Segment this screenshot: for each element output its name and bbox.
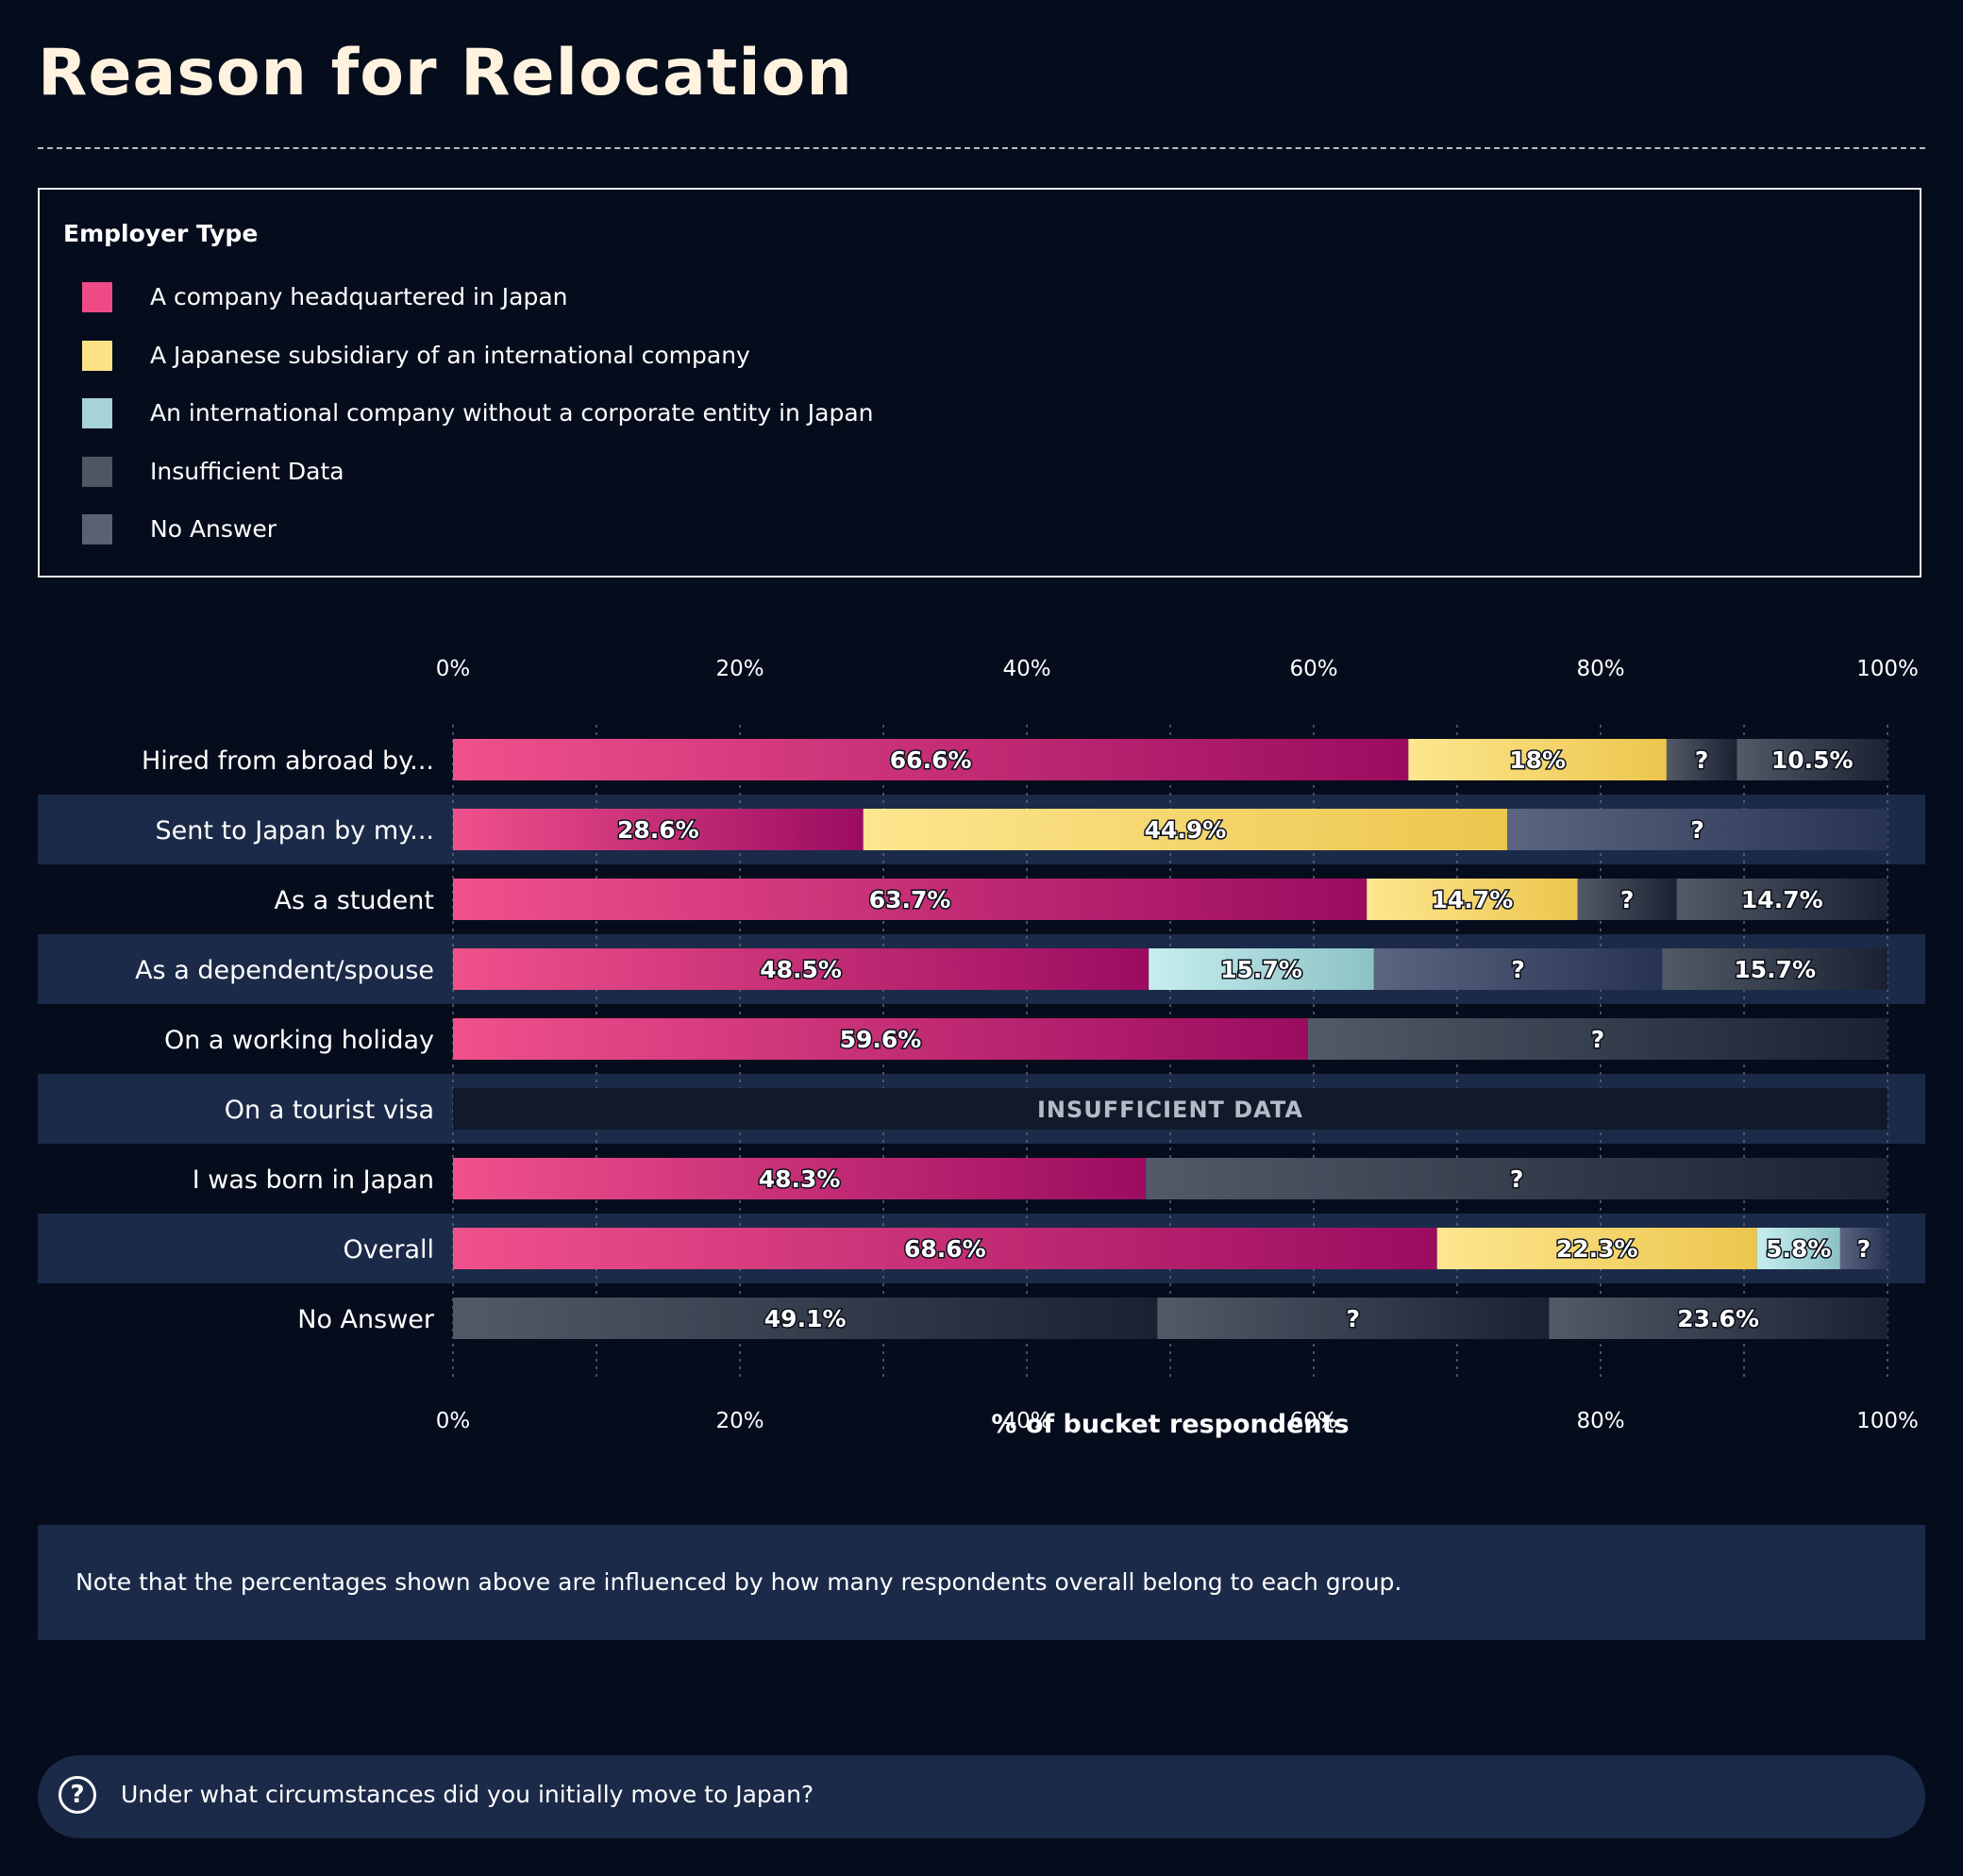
bar-segment-a-company-headquartered-in-japan[interactable] bbox=[453, 948, 1149, 990]
bar-segment-a-japanese-subsidiary-of-an-international-company[interactable] bbox=[1436, 1228, 1757, 1269]
bar-segment-no-answer[interactable] bbox=[1676, 879, 1888, 920]
category-label: Hired from abroad by... bbox=[142, 746, 434, 776]
page-title: Reason for Relocation bbox=[38, 36, 853, 110]
data-label: 66.6% bbox=[890, 746, 972, 774]
legend-label: A company headquartered in Japan bbox=[150, 283, 568, 310]
category-label: As a dependent/spouse bbox=[135, 956, 434, 985]
category-label: On a working holiday bbox=[164, 1026, 434, 1055]
data-label: 23.6% bbox=[1677, 1305, 1759, 1332]
bar-segment-insufficient-data[interactable] bbox=[1373, 948, 1663, 990]
bar-segment-insufficient-data[interactable] bbox=[1839, 1228, 1888, 1269]
bar-segment-a-company-headquartered-in-japan[interactable] bbox=[453, 739, 1409, 780]
x-tick-label-top: 100% bbox=[1856, 657, 1919, 681]
bar-segment-insufficient-data[interactable] bbox=[1146, 1158, 1888, 1199]
category-label: Sent to Japan by my... bbox=[156, 816, 434, 846]
bar-segment-insufficient-data[interactable] bbox=[1307, 1018, 1888, 1060]
legend-label: A Japanese subsidiary of an internationa… bbox=[150, 342, 750, 369]
x-tick-label-top: 40% bbox=[1002, 657, 1050, 681]
legend-label: An international company without a corpo… bbox=[150, 399, 874, 427]
x-tick-label-bottom: 20% bbox=[715, 1409, 763, 1433]
x-tick-label-top: 0% bbox=[436, 657, 471, 681]
note-text: Note that the percentages shown above ar… bbox=[76, 1568, 1402, 1596]
bar-segment-a-company-headquartered-in-japan[interactable] bbox=[453, 1158, 1147, 1199]
data-label: 48.3% bbox=[759, 1165, 841, 1193]
legend-swatch-no-answer bbox=[82, 514, 112, 544]
category-label: I was born in Japan bbox=[193, 1165, 434, 1195]
data-label: ? bbox=[1620, 886, 1635, 913]
category-label: On a tourist visa bbox=[225, 1096, 434, 1125]
x-tick-label-top: 60% bbox=[1289, 657, 1337, 681]
stacked-bar-chart: 66.6% 18%? 10.5% 28.6% 44.9% ? 63.7% 14.7%? 14.7… bbox=[38, 657, 1925, 1439]
bar-segment-a-company-headquartered-in-japan[interactable] bbox=[453, 1018, 1308, 1060]
x-tick-label-bottom: 80% bbox=[1576, 1409, 1624, 1433]
bar-segment-a-japanese-subsidiary-of-an-international-company[interactable] bbox=[863, 809, 1508, 850]
legend-title: Employer Type bbox=[63, 220, 259, 247]
bar-segment-an-international-company-without-a-corporate-entity-in-japan[interactable] bbox=[1756, 1228, 1840, 1269]
legend-swatch-insufficient-data bbox=[82, 457, 112, 487]
data-label: 10.5% bbox=[1771, 746, 1854, 774]
data-label: ? bbox=[1591, 1026, 1605, 1053]
legend-swatch-international-company bbox=[82, 398, 112, 428]
bar-segment-no-answer[interactable] bbox=[1662, 948, 1888, 990]
question-panel[interactable]: ? Under what circumstances did you initi… bbox=[38, 1755, 1925, 1838]
help-icon: ? bbox=[59, 1776, 96, 1814]
data-label: 44.9% bbox=[1145, 816, 1227, 844]
legend-label: Insufficient Data bbox=[150, 458, 344, 485]
bar-segment-no-answer[interactable] bbox=[1549, 1298, 1888, 1339]
data-label: ? bbox=[1695, 746, 1709, 774]
data-label: ? bbox=[1857, 1235, 1871, 1263]
data-label: 15.7% bbox=[1734, 956, 1816, 983]
data-label: ? bbox=[1510, 1165, 1524, 1193]
bar-segment-a-company-headquartered-in-japan[interactable] bbox=[453, 809, 864, 850]
data-label: 48.5% bbox=[760, 956, 842, 983]
note-panel: Note that the percentages shown above ar… bbox=[38, 1525, 1925, 1640]
bar-segment-an-international-company-without-a-corporate-entity-in-japan[interactable] bbox=[1149, 948, 1374, 990]
legend-panel: Employer Type A company headquartered in… bbox=[38, 188, 1921, 578]
data-label: 22.3% bbox=[1556, 1235, 1638, 1263]
category-label: No Answer bbox=[297, 1305, 435, 1334]
data-label: 68.6% bbox=[904, 1235, 986, 1263]
bar-segment-no-answer[interactable] bbox=[1736, 739, 1888, 780]
legend-label: No Answer bbox=[150, 515, 277, 543]
bar-segment-insufficient-data[interactable] bbox=[1507, 809, 1888, 850]
data-label: 5.8% bbox=[1766, 1235, 1831, 1263]
data-label: 63.7% bbox=[869, 886, 951, 913]
legend-swatch-japanese-subsidiary bbox=[82, 341, 112, 371]
bar-segment-insufficient-data[interactable] bbox=[1157, 1298, 1550, 1339]
bar-segment-no-answer[interactable] bbox=[453, 1298, 1158, 1339]
x-tick-label-bottom: 40% bbox=[1002, 1409, 1050, 1433]
bar-segment-a-japanese-subsidiary-of-an-international-company[interactable] bbox=[1408, 739, 1667, 780]
category-label: As a student bbox=[275, 886, 434, 915]
x-tick-label-bottom: 100% bbox=[1856, 1409, 1919, 1433]
x-tick-label-bottom: 0% bbox=[436, 1409, 471, 1433]
bar-insufficient-data[interactable] bbox=[453, 1088, 1888, 1130]
data-label: 59.6% bbox=[840, 1026, 922, 1053]
data-label: ? bbox=[1347, 1305, 1361, 1332]
x-tick-label-top: 20% bbox=[715, 657, 763, 681]
bar-segment-a-japanese-subsidiary-of-an-international-company[interactable] bbox=[1367, 879, 1578, 920]
title-divider bbox=[38, 147, 1925, 149]
data-label: ? bbox=[1511, 956, 1525, 983]
question-text: Under what circumstances did you initial… bbox=[121, 1781, 814, 1808]
data-label: 49.1% bbox=[764, 1305, 847, 1332]
bar-segment-a-company-headquartered-in-japan[interactable] bbox=[453, 879, 1367, 920]
x-axis-title: % of bucket respondents bbox=[991, 1410, 1349, 1439]
insufficient-data-label: INSUFFICIENT DATA bbox=[1037, 1097, 1303, 1123]
bar-segment-a-company-headquartered-in-japan[interactable] bbox=[453, 1228, 1437, 1269]
bar-segment-insufficient-data[interactable] bbox=[1666, 739, 1737, 780]
x-tick-label-top: 80% bbox=[1576, 657, 1624, 681]
category-label: Overall bbox=[344, 1235, 435, 1265]
data-label: 18% bbox=[1509, 746, 1566, 774]
data-label: 15.7% bbox=[1220, 956, 1302, 983]
data-label: 14.7% bbox=[1432, 886, 1514, 913]
data-label: 28.6% bbox=[617, 816, 699, 844]
legend-swatch-japan-hq bbox=[82, 282, 112, 312]
data-label: 14.7% bbox=[1741, 886, 1823, 913]
x-tick-label-bottom: 60% bbox=[1289, 1409, 1337, 1433]
bar-segment-insufficient-data[interactable] bbox=[1577, 879, 1677, 920]
data-label: ? bbox=[1690, 816, 1704, 844]
